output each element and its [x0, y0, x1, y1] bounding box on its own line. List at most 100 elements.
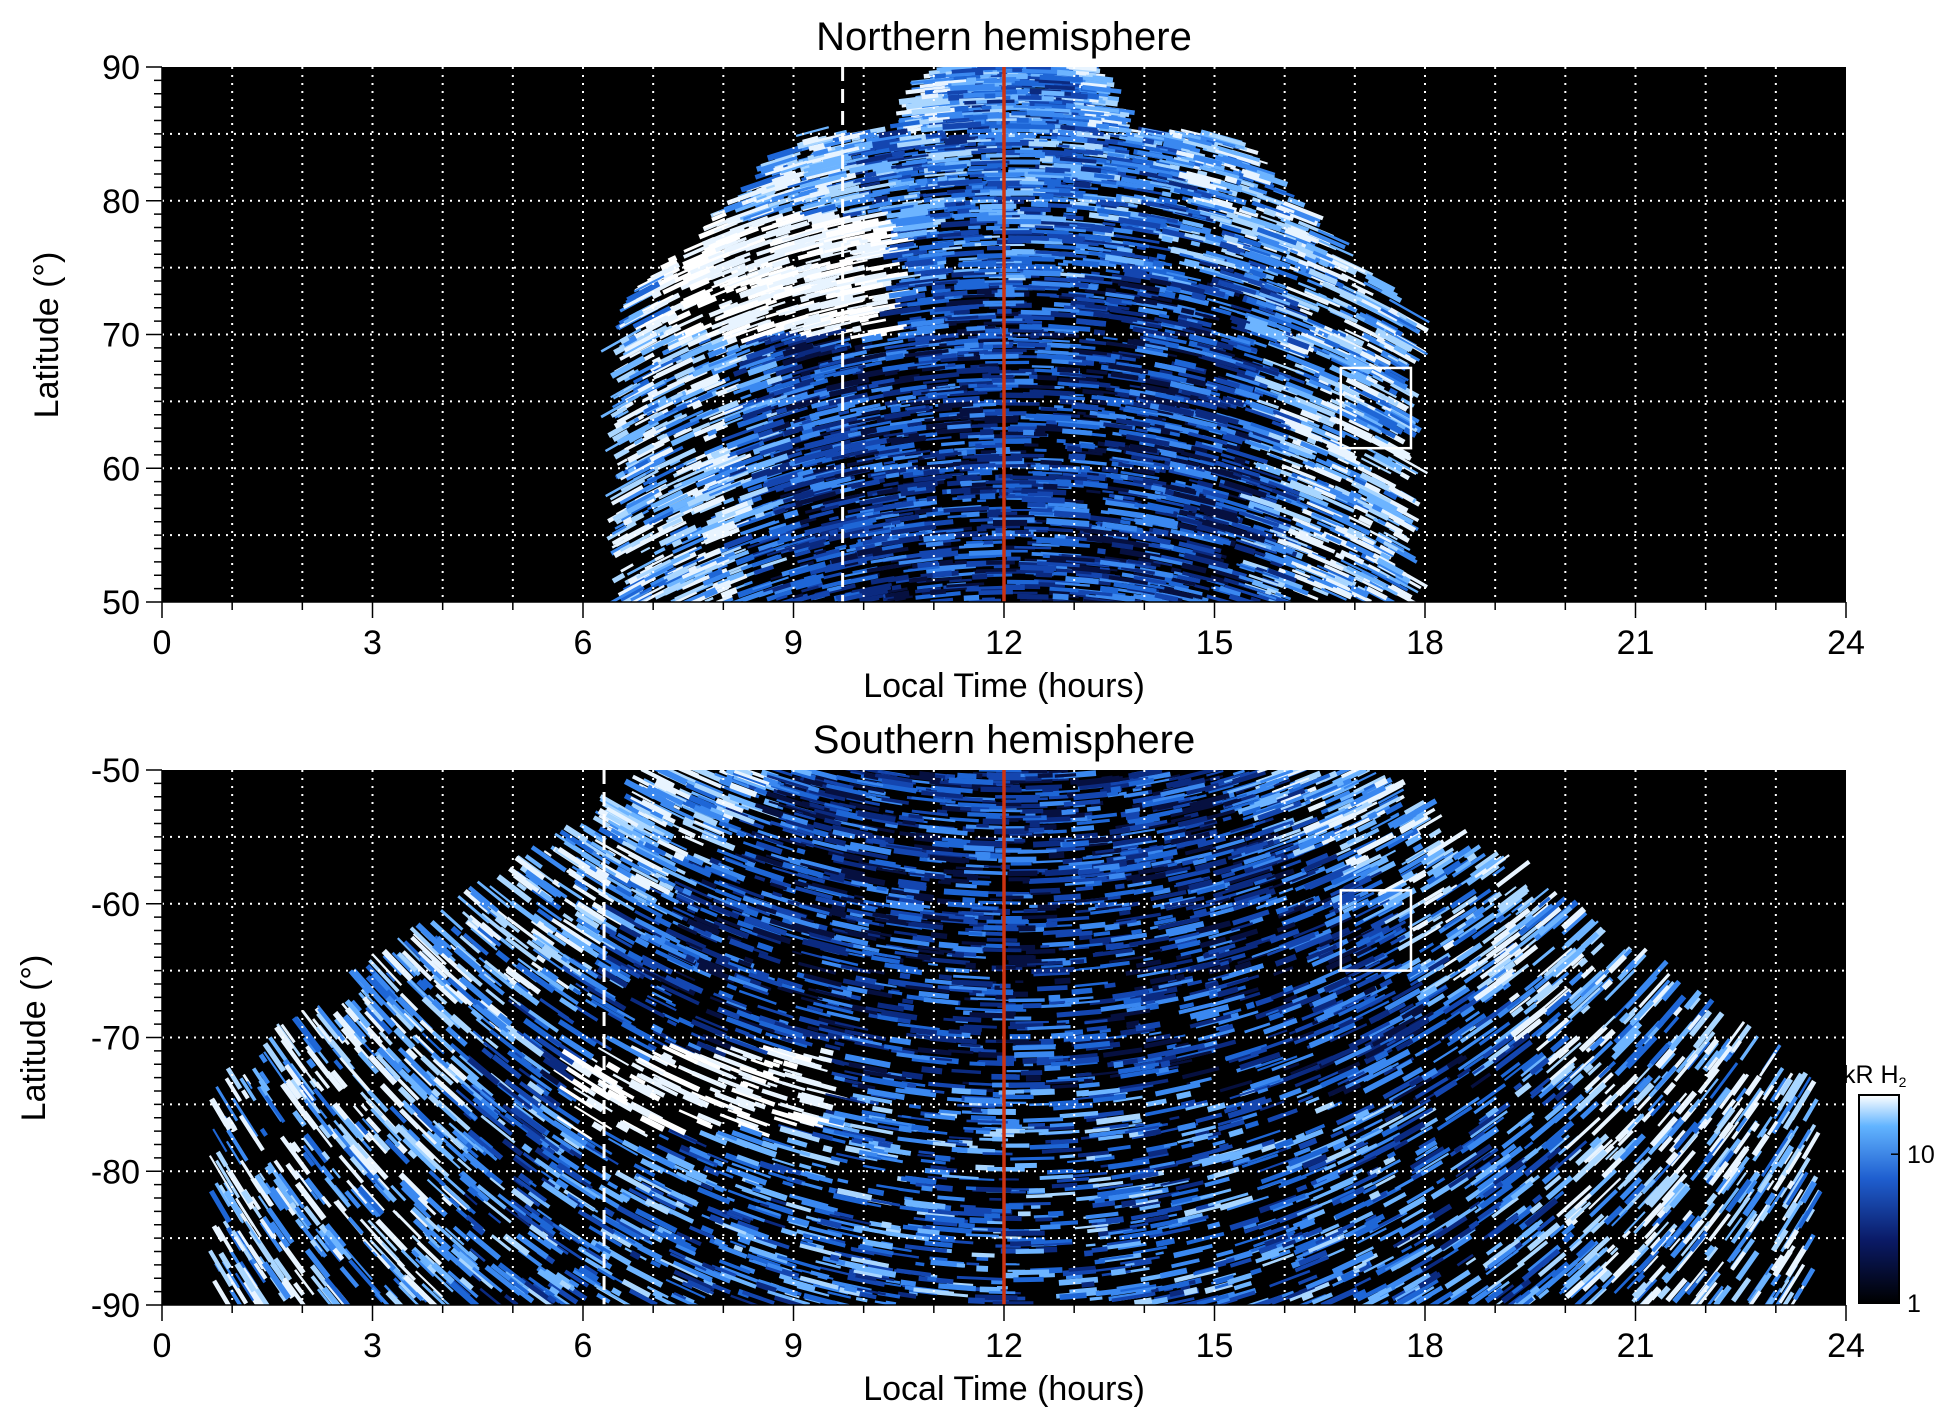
emission-streak [749, 543, 790, 559]
emission-streak [966, 138, 992, 143]
emission-streak [885, 514, 920, 524]
emission-streak [1388, 485, 1415, 503]
emission-streak [918, 250, 955, 259]
emission-streak [1314, 462, 1353, 483]
emission-streak [1089, 99, 1099, 103]
emission-streak [1161, 320, 1176, 328]
emission-streak [1073, 102, 1085, 107]
emission-streak [1235, 538, 1278, 555]
emission-streak [1079, 339, 1107, 346]
emission-streak [663, 566, 689, 583]
emission-streak [911, 105, 951, 116]
emission-streak [823, 572, 843, 580]
emission-streak [680, 287, 714, 305]
emission-streak [924, 171, 967, 178]
emission-streak [1367, 563, 1381, 573]
emission-streak [872, 184, 910, 195]
emission-streak [612, 509, 629, 522]
emission-streak [1135, 169, 1172, 181]
emission-streak [1087, 246, 1104, 252]
emission-streak [692, 422, 711, 433]
north-title: Northern hemisphere [816, 15, 1192, 59]
emission-streak [1111, 541, 1134, 550]
emission-streak [1253, 340, 1267, 348]
emission-streak [941, 441, 965, 447]
emission-streak [930, 597, 954, 602]
emission-streak [1221, 223, 1242, 234]
emission-streak [957, 154, 973, 159]
emission-streak [1249, 320, 1287, 338]
emission-streak [1323, 325, 1333, 332]
emission-streak [1148, 415, 1163, 423]
emission-streak [1088, 446, 1107, 454]
emission-streak [706, 378, 741, 394]
emission-streak [882, 247, 928, 260]
emission-streak [1063, 178, 1075, 184]
emission-streak [1190, 202, 1220, 212]
emission-streak [1202, 515, 1230, 526]
emission-streak [713, 578, 732, 591]
emission-streak [708, 348, 751, 368]
emission-streak [1199, 267, 1245, 284]
emission-streak [799, 560, 815, 568]
emission-streak [1085, 149, 1104, 156]
emission-streak [915, 591, 961, 600]
emission-streak [856, 455, 881, 463]
emission-streak [1183, 235, 1194, 240]
emission-streak [1366, 586, 1388, 601]
emission-streak [1367, 278, 1398, 298]
emission-streak [914, 587, 942, 594]
emission-streak [1342, 426, 1373, 444]
emission-streak [1051, 132, 1071, 140]
emission-streak [1141, 140, 1157, 149]
emission-streak [800, 297, 810, 303]
emission-streak [610, 406, 628, 418]
emission-streak [718, 299, 733, 309]
emission-streak [860, 147, 890, 157]
emission-streak [1155, 445, 1178, 456]
emission-streak [761, 407, 773, 416]
emission-streak [1187, 431, 1228, 445]
emission-streak [1214, 204, 1235, 214]
emission-streak [963, 543, 984, 549]
emission-streak [1248, 500, 1281, 517]
emission-streak [804, 520, 844, 537]
emission-streak [653, 447, 697, 472]
emission-streak [1324, 338, 1340, 349]
emission-streak [855, 451, 880, 458]
emission-streak [971, 184, 984, 189]
emission-streak [1059, 372, 1104, 379]
emission-streak [1238, 582, 1266, 594]
emission-streak [722, 497, 735, 505]
emission-streak [1046, 419, 1058, 426]
emission-streak [1270, 560, 1283, 568]
emission-streak [746, 453, 789, 473]
emission-streak [935, 426, 973, 435]
emission-streak [735, 293, 771, 310]
emission-streak [1202, 347, 1233, 359]
emission-streak [630, 512, 645, 524]
emission-streak [1199, 507, 1239, 522]
emission-streak [1101, 521, 1138, 532]
emission-streak [831, 349, 868, 362]
emission-streak [1365, 375, 1379, 385]
emission-streak [1380, 319, 1399, 331]
emission-streak [754, 510, 765, 520]
emission-streak [918, 359, 938, 364]
emission-streak [1300, 363, 1321, 375]
emission-streak [1208, 562, 1234, 575]
emission-streak [1105, 269, 1120, 274]
emission-streak [1242, 423, 1270, 437]
emission-streak [1058, 501, 1076, 508]
emission-streak [1173, 187, 1202, 199]
emission-streak [860, 181, 881, 188]
emission-streak [1056, 69, 1076, 77]
emission-streak [828, 528, 865, 542]
emission-streak [1244, 233, 1258, 241]
emission-streak [647, 388, 659, 398]
emission-streak [1066, 207, 1078, 213]
emission-streak [1306, 435, 1317, 445]
emission-streak [1309, 522, 1322, 531]
emission-streak [1224, 584, 1270, 601]
emission-streak [707, 428, 718, 437]
